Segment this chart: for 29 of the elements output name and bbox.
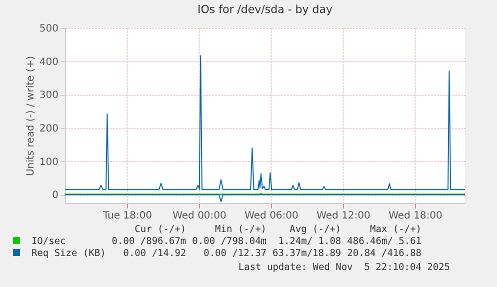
legend-label: IO/sec — [30, 236, 67, 248]
text: 63.37m/18.89 — [272, 248, 342, 260]
text: Last update: Wed Nov 5 22:10:04 2025 — [238, 262, 450, 273]
text: 0.00 /798.04m — [191, 236, 267, 248]
text: Min (-/+) — [214, 224, 267, 236]
x-tick-label: Wed 18:00 — [388, 210, 442, 222]
text: 0.00 /896.67m — [110, 236, 186, 248]
y-tick-label: 100 — [39, 156, 58, 168]
y-tick-label: 0 — [52, 190, 58, 202]
x-tick-label: Tue 18:00 — [102, 210, 152, 222]
y-tick-label: 400 — [39, 56, 58, 68]
y-tick-label: 200 — [39, 124, 58, 134]
x-tick-label: Wed 06:00 — [244, 210, 298, 222]
text: 486.46m/ 5.61 — [346, 236, 422, 248]
text: 0.00 /12.37 — [202, 248, 267, 260]
chart-title: IOs for /dev/sda - by day — [197, 3, 334, 16]
x-tick-label: Wed 12:00 — [316, 210, 370, 222]
text: Cur (-/+) — [134, 224, 186, 236]
text: 1.24m/ 1.08 — [277, 236, 342, 248]
x-tick-label: Wed 00:00 — [172, 210, 226, 222]
y-tick-label: 500 — [39, 24, 58, 34]
text: Avg (-/+) — [288, 224, 342, 236]
text: Max (-/+) — [369, 224, 422, 236]
y-tick-label: 300 — [39, 90, 58, 102]
y-axis-title: Units read (-) / write (+) — [25, 56, 36, 176]
text: 20.84 /416.88 — [346, 248, 422, 260]
line-series — [65, 55, 465, 190]
legend-label: Req Size (KB) — [30, 248, 106, 260]
text: 0.00 /14.92 — [122, 248, 186, 260]
